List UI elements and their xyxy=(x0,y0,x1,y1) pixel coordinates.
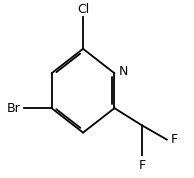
Text: F: F xyxy=(139,159,146,172)
Text: N: N xyxy=(119,65,128,78)
Text: Cl: Cl xyxy=(77,3,89,16)
Text: F: F xyxy=(170,133,178,146)
Text: Br: Br xyxy=(6,102,20,115)
